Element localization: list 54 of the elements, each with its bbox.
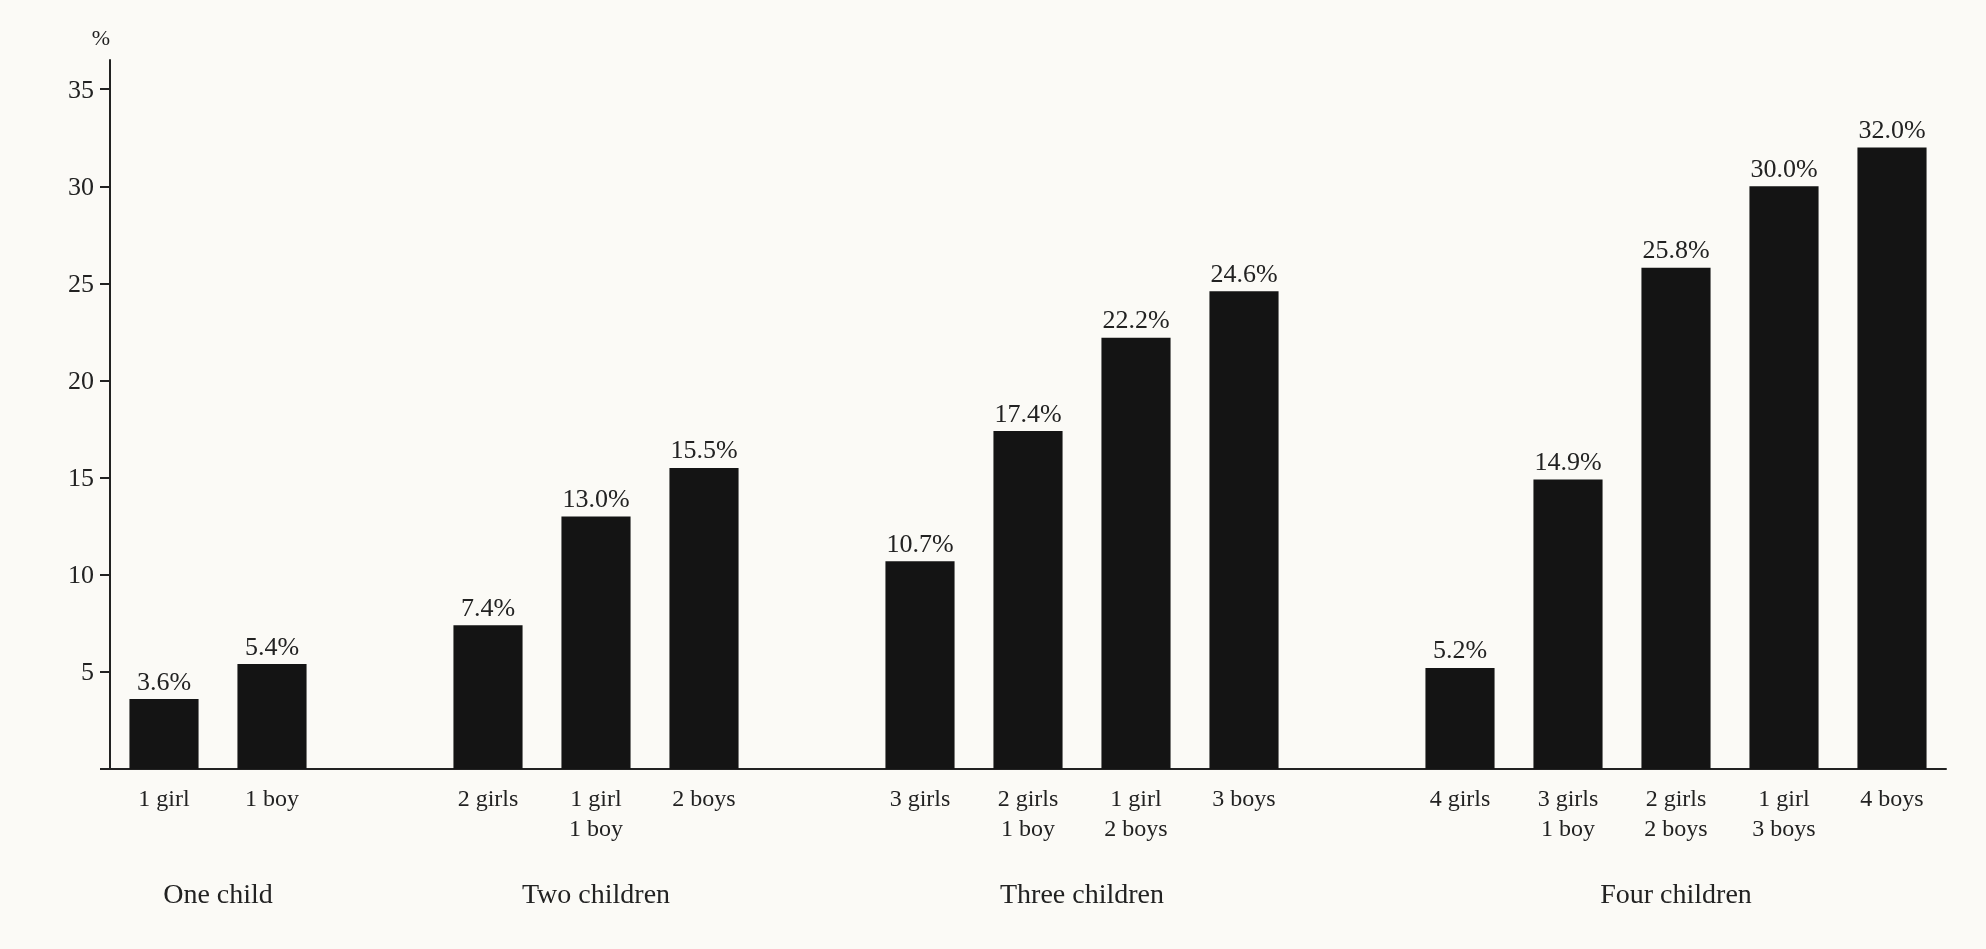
x-tick-label: 3 boys <box>1212 785 1276 811</box>
text: One child <box>163 877 273 909</box>
y-tick-label: 15 <box>68 463 94 493</box>
x-tick-label: 3 girls <box>889 785 951 811</box>
text: Two children <box>521 877 671 909</box>
y-tick-label: 20 <box>68 366 94 396</box>
y-tick-label: 30 <box>68 171 94 201</box>
bar <box>453 625 523 769</box>
data-label: 32.0% <box>1858 114 1926 144</box>
y-tick-label: 35 <box>68 74 94 104</box>
bar <box>1749 186 1819 769</box>
data-label: 24.6% <box>1210 258 1278 288</box>
x-tick-label: 3 girls 1 boy <box>1537 785 1599 841</box>
data-label: 13.0% <box>562 483 630 513</box>
x-tick-label: 1 boy <box>245 785 299 811</box>
data-label: 5.4% <box>244 631 300 661</box>
data-label: 15.5% <box>670 435 738 465</box>
bar <box>561 516 631 769</box>
text: Three children <box>999 877 1165 909</box>
data-label: 14.9% <box>1534 447 1602 477</box>
data-label: 3.6% <box>136 666 192 696</box>
bar <box>885 561 955 769</box>
bar <box>237 664 307 769</box>
x-tick-label: 1 girl 2 boys <box>1104 785 1168 841</box>
data-label: 25.8% <box>1642 235 1710 265</box>
x-tick-label: 2 boys <box>672 785 736 811</box>
bar <box>669 467 739 769</box>
bar <box>129 699 199 769</box>
data-label: 10.7% <box>886 528 954 558</box>
data-label: 5.2% <box>1432 635 1488 665</box>
text: Four children <box>1600 877 1752 909</box>
x-tick-label: 2 girls <box>457 785 519 811</box>
x-tick-label: 1 girl 1 boy <box>569 785 623 841</box>
y-tick-label: 10 <box>68 560 94 590</box>
data-label: 30.0% <box>1750 153 1818 183</box>
x-tick-label: 4 boys <box>1860 785 1924 811</box>
x-tick-label: 1 girl 3 boys <box>1752 785 1816 841</box>
bar <box>1209 291 1279 769</box>
bar <box>993 431 1063 769</box>
y-tick-label: 5 <box>81 657 94 687</box>
bar <box>1101 337 1171 769</box>
x-tick-label: 2 girls 2 boys <box>1644 785 1708 841</box>
bar <box>1533 479 1603 769</box>
data-label: 17.4% <box>994 398 1062 428</box>
y-axis-title: % <box>91 24 110 50</box>
x-tick-label: 2 girls 1 boy <box>997 785 1059 841</box>
y-tick-label: 25 <box>68 268 94 298</box>
bar <box>1641 267 1711 769</box>
bar <box>1425 667 1495 769</box>
x-tick-label: 4 girls <box>1429 785 1491 811</box>
data-label: 22.2% <box>1102 305 1170 335</box>
bar <box>1857 147 1927 769</box>
data-label: 7.4% <box>460 592 516 622</box>
x-tick-label: 1 girl <box>138 785 190 811</box>
